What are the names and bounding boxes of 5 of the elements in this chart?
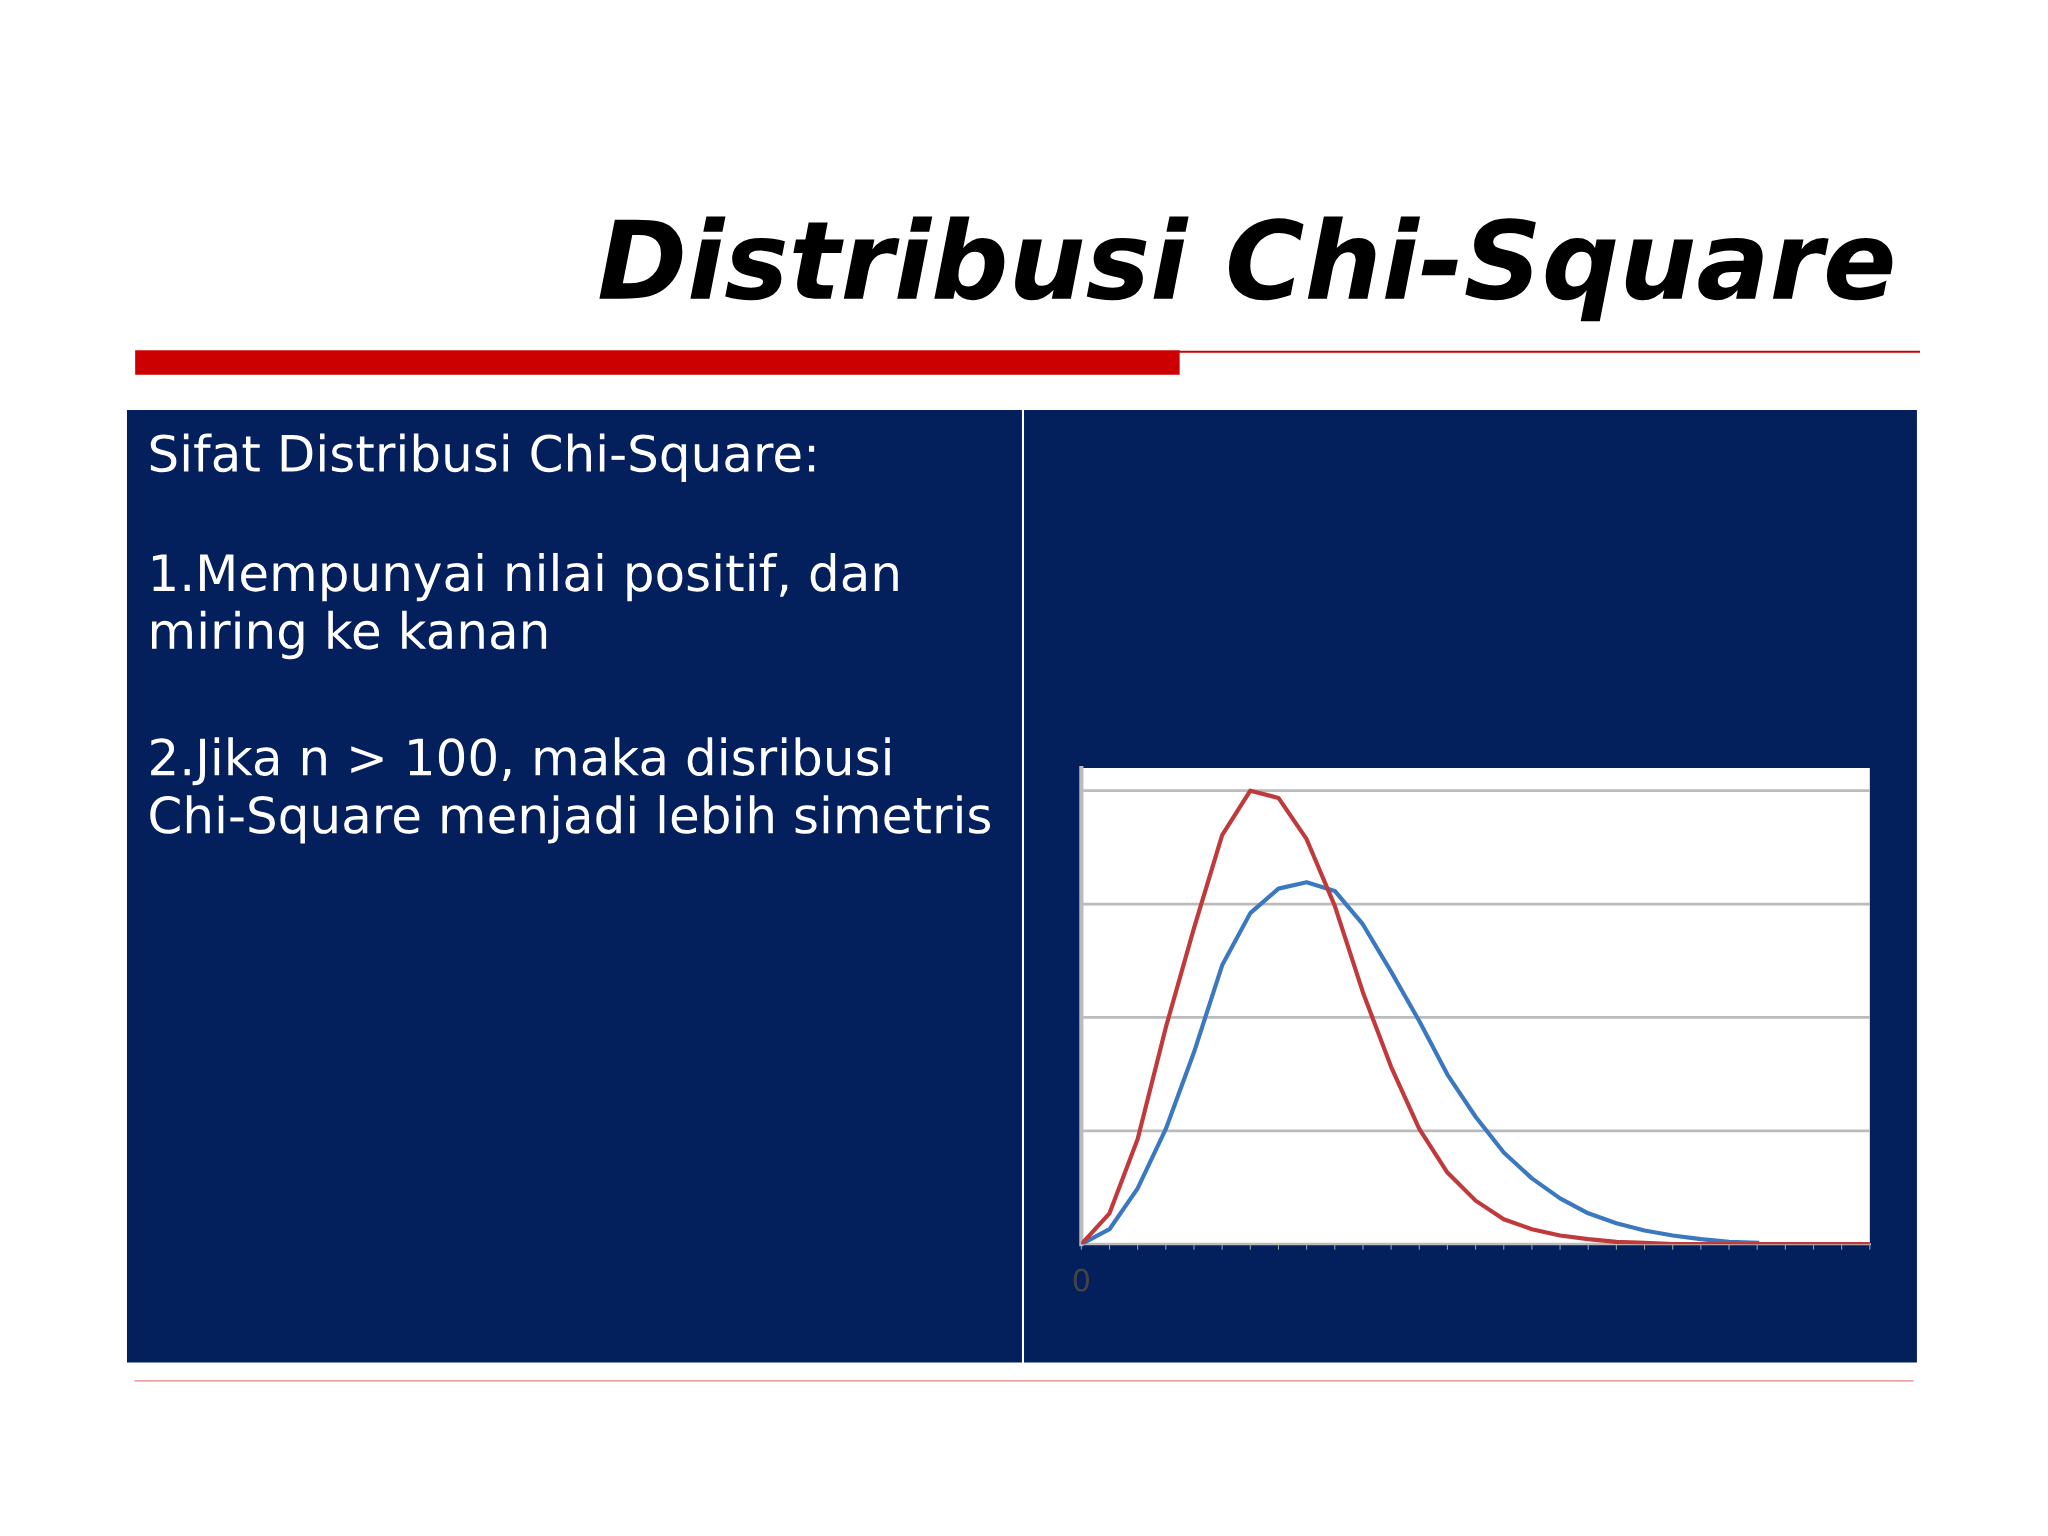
chart-title: Distribusi Chi-Square (599, 216, 1893, 322)
text: 0 (1073, 1268, 1090, 1292)
text: 1.Mempunyai nilai positif, dan miring ke kanan (152, 552, 898, 660)
text: Sifat Distribusi Chi-Square: (150, 433, 815, 482)
text: 2.Jika n > 100, maka disribusi Chi-Square menjadi lebih simetris (150, 737, 991, 844)
